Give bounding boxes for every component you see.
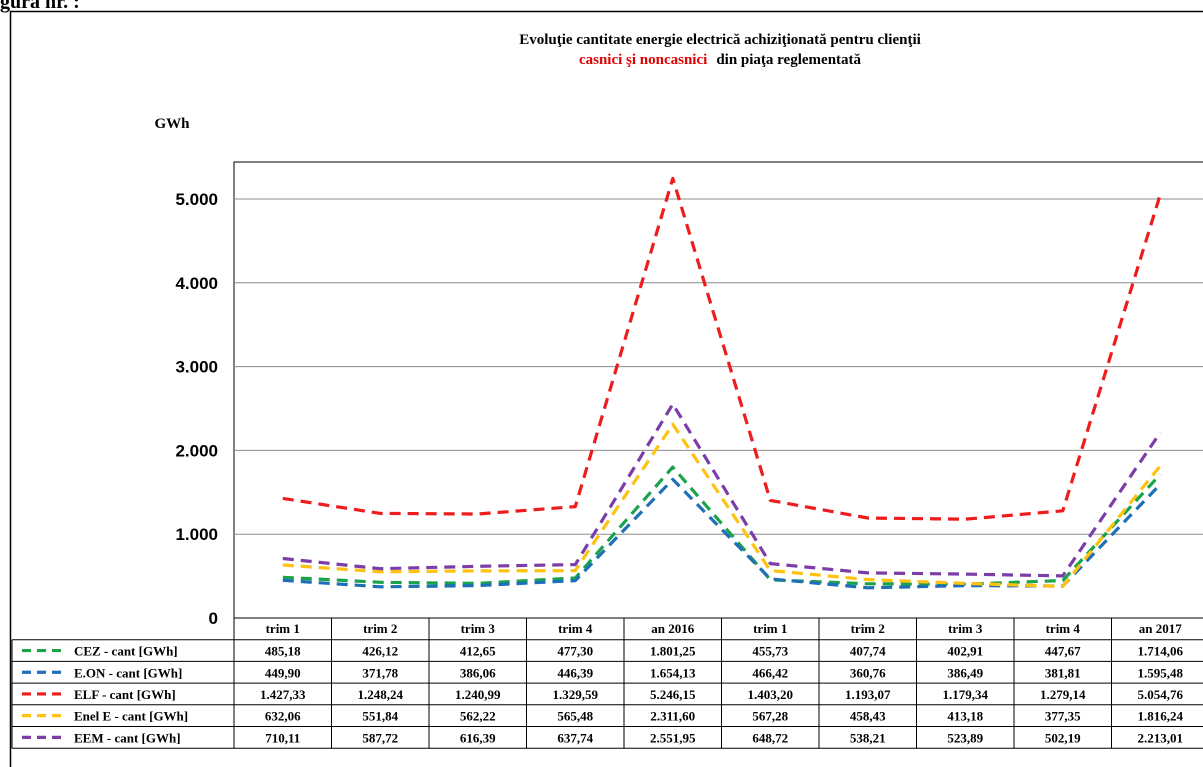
- data-label: 381,81: [1045, 665, 1081, 680]
- chart-subtitle: casnici şi noncasnici din piaţa reglemen…: [579, 51, 862, 68]
- data-label: 587,72: [362, 730, 398, 745]
- data-label: 371,78: [362, 665, 398, 680]
- chart-subtitle-red: casnici şi noncasnici: [579, 52, 707, 68]
- data-label: 616,39: [460, 730, 496, 745]
- gridlines: [234, 198, 1203, 535]
- series-line-5: [282, 402, 1162, 578]
- x-tick-label: trim 3: [948, 621, 983, 636]
- data-label: 360,76: [850, 665, 886, 680]
- data-label: 1.595,48: [1138, 665, 1184, 680]
- x-tick-label: trim 1: [753, 621, 787, 636]
- data-table: trim 1 trim 2 trim 3 trim 4 an 2016 trim 1 tri…: [11, 617, 1203, 749]
- data-label: 402,91: [947, 644, 983, 659]
- data-label: 455,73: [752, 644, 788, 659]
- data-label: 562,22: [460, 709, 496, 724]
- x-tick-label: an 2016: [651, 621, 694, 636]
- x-tick-label: trim 2: [363, 621, 397, 636]
- series-line-1: [282, 465, 1162, 586]
- y-axis-label: GWh: [154, 116, 190, 132]
- y-tick-label: 4.000: [175, 274, 218, 293]
- data-label: 386,06: [460, 665, 496, 680]
- data-label: 485,18: [265, 644, 301, 659]
- x-tick-label: trim 2: [851, 621, 885, 636]
- x-tick-label: trim 4: [558, 621, 593, 636]
- data-label: 551,84: [362, 709, 398, 724]
- data-label: 1.427,33: [260, 687, 306, 702]
- x-tick-label: trim 4: [1046, 621, 1081, 636]
- legend-entry: EEM - cant [GWh]: [74, 730, 181, 745]
- legend-entry: CEZ - cant [GWh]: [74, 644, 178, 659]
- series-line-4: [282, 422, 1162, 589]
- data-label: 637,74: [557, 730, 593, 745]
- data-label: 567,28: [752, 709, 788, 724]
- y-tick-label: 2.000: [175, 441, 218, 460]
- data-label: 458,43: [850, 709, 886, 724]
- data-label: 446,39: [557, 665, 593, 680]
- data-label: 1.403,20: [748, 687, 794, 702]
- legend-entry: ELF - cant [GWh]: [74, 687, 176, 702]
- data-label: 1.801,25: [650, 644, 696, 659]
- y-tick-label: 0: [209, 609, 218, 628]
- data-label: 426,12: [362, 644, 398, 659]
- data-label: 377,35: [1045, 709, 1081, 724]
- series-line-3: [282, 176, 1162, 521]
- y-tick-label: 3.000: [175, 358, 218, 377]
- x-tick-label: trim 3: [461, 621, 496, 636]
- data-label: 5.054,76: [1138, 687, 1184, 702]
- data-label: 1.279,14: [1040, 687, 1086, 702]
- y-tick-label: 1.000: [175, 525, 218, 544]
- data-label: 2.213,01: [1138, 730, 1184, 745]
- plot-area: [233, 161, 1203, 619]
- data-label: 412,65: [460, 644, 496, 659]
- data-label: 2.551,95: [650, 730, 696, 745]
- data-label: 710,11: [265, 730, 300, 745]
- data-label: 1.714,06: [1138, 644, 1184, 659]
- data-label: 5.246,15: [650, 687, 696, 702]
- y-axis-ticks: 0 1.000 2.000 3.000 4.000 5.000: [175, 190, 218, 628]
- legend-entry: Enel E - cant [GWh]: [74, 709, 188, 724]
- data-label: 565,48: [557, 709, 593, 724]
- data-label: 1.179,34: [943, 687, 989, 702]
- data-label: 413,18: [947, 709, 983, 724]
- data-label: 447,67: [1045, 644, 1081, 659]
- data-label: 648,72: [752, 730, 788, 745]
- data-label: 1.654,13: [650, 665, 696, 680]
- data-label: 1.248,24: [358, 687, 404, 702]
- data-label: 2.311,60: [650, 709, 695, 724]
- y-tick-label: 5.000: [175, 190, 218, 209]
- data-label: 449,90: [265, 665, 301, 680]
- data-label: 632,06: [265, 709, 301, 724]
- x-tick-label: an 2017: [1139, 621, 1182, 636]
- data-label: 407,74: [850, 644, 886, 659]
- data-label: 502,19: [1045, 730, 1081, 745]
- x-tick-label: trim 1: [266, 621, 300, 636]
- data-label: 466,42: [752, 665, 788, 680]
- chart-title: Evoluţie cantitate energie electrică ach…: [519, 32, 921, 48]
- legend-entry: E.ON - cant [GWh]: [74, 665, 182, 680]
- data-label: 477,30: [557, 644, 593, 659]
- data-label: 523,89: [947, 730, 983, 745]
- chart-border: [9, 10, 1203, 767]
- data-label: 1.193,07: [845, 687, 891, 702]
- chart-subtitle-rest: din piaţa reglementată: [716, 52, 861, 68]
- data-label: 1.816,24: [1138, 709, 1184, 724]
- data-label: 538,21: [850, 730, 886, 745]
- series-lines: [282, 176, 1162, 590]
- data-label: 1.329,59: [553, 687, 599, 702]
- data-label: 1.240,99: [455, 687, 501, 702]
- data-label: 386,49: [947, 665, 983, 680]
- corner-label: gura nr. :: [0, 0, 80, 13]
